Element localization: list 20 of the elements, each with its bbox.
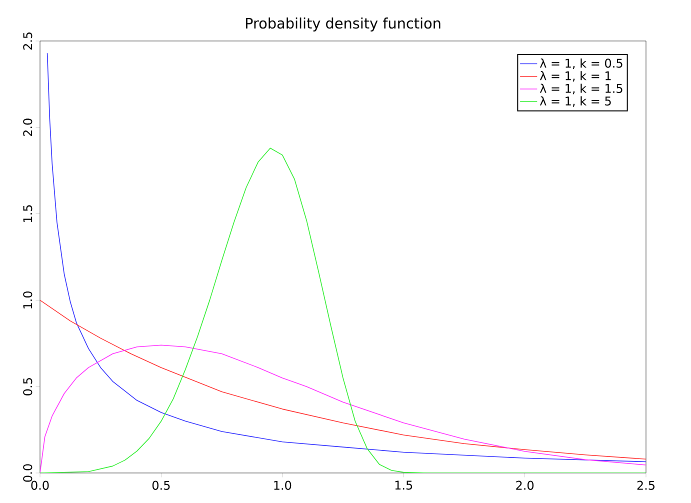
x-tick-label: 0.5 (152, 480, 170, 490)
x-tick-label: 2.5 (637, 480, 654, 490)
line-series (40, 344, 646, 473)
legend-label: λ = 1, k = 5 (540, 96, 611, 107)
y-tick-label: 0.5 (23, 378, 32, 396)
line-series (40, 300, 646, 460)
x-tick-label: 2.0 (516, 480, 534, 490)
y-tick-label: 1.0 (23, 291, 32, 308)
legend-label: λ = 1, k = 1.5 (540, 84, 622, 94)
y-tick-label: 1.5 (23, 205, 32, 222)
x-tick-label: 0.0 (31, 480, 49, 490)
x-tick-label: 1.0 (274, 480, 292, 490)
legend-label: λ = 1, k = 0.5 (540, 58, 622, 69)
line-series (40, 148, 646, 473)
legend-label: λ = 1, k = 1 (540, 71, 611, 82)
chart-title: Probability density function (246, 18, 440, 32)
x-tick-label: 1.5 (395, 480, 412, 490)
y-tick-label: 2.5 (23, 32, 32, 50)
line-series (46, 52, 646, 462)
y-tick-label: 2.0 (23, 118, 32, 136)
